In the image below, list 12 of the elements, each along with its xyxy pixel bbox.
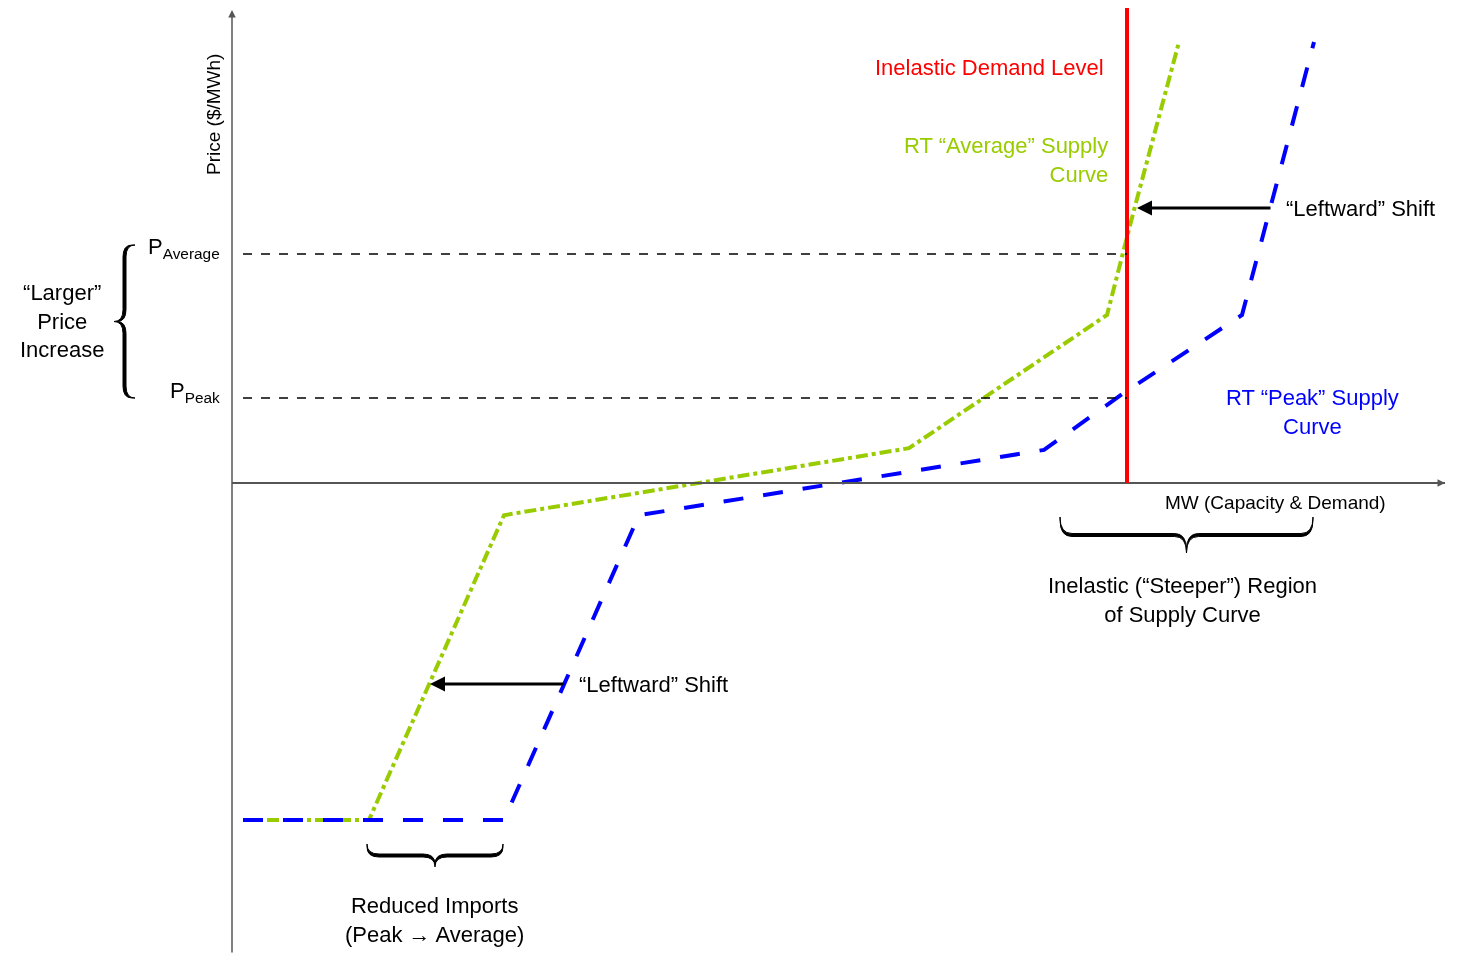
x-axis-title: MW (Capacity & Demand) <box>1165 492 1386 513</box>
text: “Larger” Price Increase <box>20 280 105 363</box>
ref-line-label: P$_{Peak}$ <box>170 378 221 406</box>
annotation: “Leftward” Shift <box>579 672 729 697</box>
text: RT “Peak” Supply Curve <box>1226 385 1399 439</box>
text: Reduced Imports (Peak → Average) <box>345 893 525 947</box>
y-axis-title: Price ($/MWh) <box>203 53 224 175</box>
annotation: Inelastic (“Steeper”) Region of Supply Curve <box>1048 573 1318 627</box>
annotation: Inelastic Demand Level <box>875 55 1104 80</box>
series-label: RT “Average” Supply Curve <box>904 133 1109 187</box>
ref-line-label: P$_{Average}$ <box>148 234 220 262</box>
annotation: “Leftward” Shift <box>1286 196 1436 221</box>
